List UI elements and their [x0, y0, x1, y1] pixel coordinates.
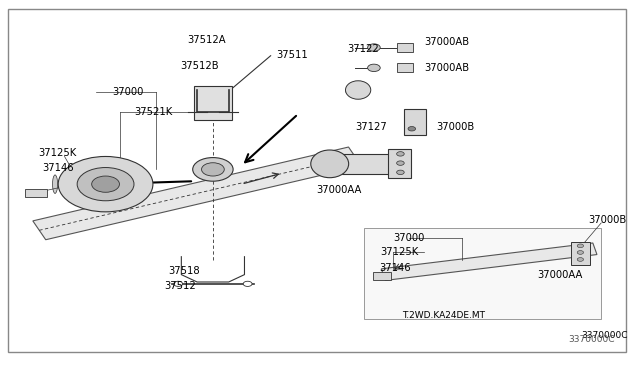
Circle shape [367, 64, 380, 71]
Circle shape [577, 258, 584, 261]
Circle shape [397, 152, 404, 156]
Circle shape [243, 281, 252, 286]
Text: 3370000C: 3370000C [568, 335, 615, 344]
Text: 37512: 37512 [164, 282, 196, 291]
Ellipse shape [81, 173, 86, 195]
Circle shape [577, 251, 584, 254]
Text: 3370000C: 3370000C [581, 331, 627, 340]
Ellipse shape [52, 175, 58, 193]
Text: 37000AB: 37000AB [424, 63, 470, 73]
Text: 37512B: 37512B [180, 61, 219, 71]
FancyBboxPatch shape [571, 242, 591, 264]
Text: 37000B: 37000B [436, 122, 474, 132]
Text: 37000B: 37000B [589, 215, 627, 225]
Text: T.2WD.KA24DE.MT: T.2WD.KA24DE.MT [403, 311, 485, 320]
Text: 37146: 37146 [42, 163, 74, 173]
FancyBboxPatch shape [372, 272, 391, 280]
FancyBboxPatch shape [26, 189, 47, 197]
Text: 37512A: 37512A [188, 35, 227, 45]
Text: 37000AA: 37000AA [316, 185, 361, 195]
Ellipse shape [62, 174, 67, 194]
Circle shape [173, 281, 182, 286]
Circle shape [577, 244, 584, 248]
Circle shape [58, 157, 153, 212]
Text: 37000AB: 37000AB [424, 37, 470, 47]
Circle shape [397, 170, 404, 174]
Circle shape [397, 161, 404, 165]
FancyBboxPatch shape [397, 43, 413, 52]
Bar [364, 228, 601, 319]
Circle shape [77, 167, 134, 201]
Circle shape [202, 163, 224, 176]
Polygon shape [33, 147, 362, 240]
Polygon shape [381, 243, 597, 280]
FancyBboxPatch shape [388, 149, 410, 178]
FancyBboxPatch shape [342, 154, 396, 174]
Text: 37127: 37127 [355, 122, 387, 132]
FancyBboxPatch shape [194, 86, 232, 119]
Text: 37521K: 37521K [134, 107, 172, 117]
FancyBboxPatch shape [397, 62, 413, 71]
Text: 37125K: 37125K [38, 148, 76, 158]
Circle shape [92, 176, 120, 192]
Text: 37000: 37000 [112, 87, 143, 97]
Ellipse shape [311, 150, 349, 178]
Text: 37518: 37518 [169, 266, 200, 276]
Ellipse shape [72, 174, 77, 195]
FancyBboxPatch shape [404, 109, 426, 135]
Text: 37146: 37146 [379, 263, 411, 273]
Text: 37000AA: 37000AA [537, 270, 582, 280]
Text: 37125K: 37125K [380, 247, 419, 257]
Circle shape [193, 158, 233, 181]
Ellipse shape [90, 173, 95, 196]
Ellipse shape [346, 81, 371, 99]
Text: 37000: 37000 [393, 233, 424, 243]
Circle shape [367, 44, 380, 51]
Circle shape [408, 126, 415, 131]
Text: 37511: 37511 [276, 50, 308, 60]
Text: 37122: 37122 [348, 44, 379, 54]
